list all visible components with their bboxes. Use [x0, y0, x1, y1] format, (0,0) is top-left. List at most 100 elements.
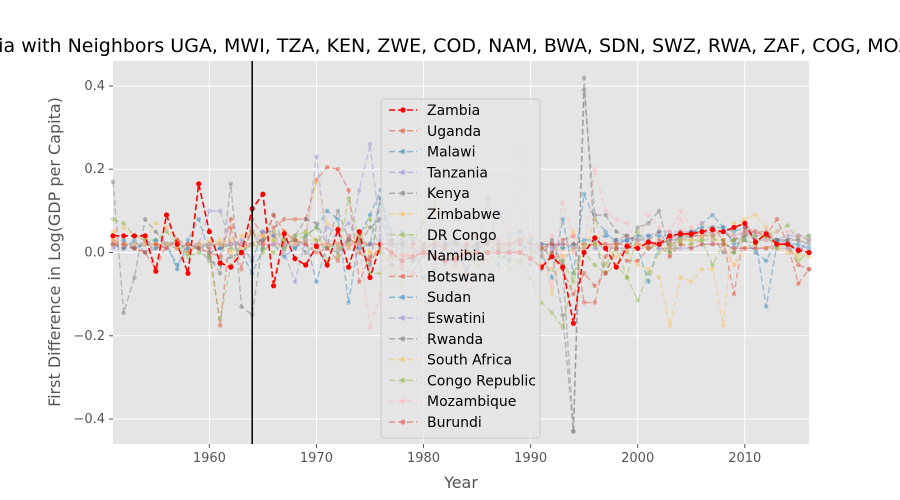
data-point — [581, 246, 587, 251]
data-point — [560, 246, 565, 251]
data-point — [656, 241, 662, 247]
data-point — [603, 271, 608, 276]
data-point — [196, 250, 201, 255]
data-point — [549, 241, 555, 247]
data-point — [742, 229, 748, 234]
data-point — [731, 221, 737, 226]
data-point — [731, 237, 737, 243]
legend-label: Botswana — [427, 269, 495, 285]
data-point — [185, 246, 191, 251]
data-point — [324, 241, 330, 247]
data-point — [314, 179, 319, 184]
data-point — [217, 316, 223, 322]
data-point — [753, 246, 758, 251]
data-point — [742, 220, 748, 226]
data-point — [753, 229, 758, 234]
data-point — [303, 229, 309, 234]
data-point — [121, 237, 126, 243]
x-tick-label: 1980 — [407, 451, 440, 466]
data-point — [656, 225, 662, 230]
data-point — [753, 250, 758, 255]
data-point — [153, 246, 159, 251]
data-point — [581, 75, 587, 80]
data-point — [560, 312, 565, 318]
data-point — [549, 254, 555, 260]
data-point — [196, 241, 201, 247]
legend-label: Burundi — [427, 415, 482, 431]
series-line — [113, 217, 810, 267]
data-point — [335, 246, 341, 251]
data-point — [335, 258, 341, 264]
data-point — [217, 260, 223, 266]
data-point — [678, 237, 683, 243]
data-point — [196, 246, 201, 251]
data-point — [207, 241, 212, 247]
data-point — [603, 271, 608, 276]
data-point — [271, 241, 276, 247]
data-point — [185, 250, 191, 255]
data-point — [110, 241, 116, 247]
data-point — [678, 237, 683, 243]
data-point — [774, 246, 780, 251]
legend-label: Congo Republic — [427, 373, 536, 389]
data-point — [303, 237, 309, 243]
data-point — [260, 241, 266, 247]
data-point — [217, 323, 223, 328]
data-point — [678, 241, 683, 247]
data-point — [239, 233, 244, 239]
data-point — [185, 246, 191, 251]
data-point — [324, 241, 330, 247]
data-point — [239, 246, 244, 251]
data-point — [196, 216, 201, 222]
data-point — [571, 233, 576, 239]
data-point — [624, 258, 630, 264]
data-point — [603, 208, 608, 214]
data-point — [710, 227, 716, 233]
data-point — [678, 275, 683, 280]
legend-swatch-marker — [400, 398, 406, 404]
data-point — [806, 266, 812, 272]
data-point — [292, 241, 298, 247]
data-point — [763, 225, 769, 230]
data-point — [142, 241, 148, 247]
data-point — [667, 250, 673, 255]
data-point — [357, 250, 362, 255]
data-point — [667, 246, 673, 251]
data-point — [282, 237, 287, 243]
legend-label: Malawi — [427, 145, 475, 161]
data-point — [710, 233, 715, 239]
legend-item: Rwanda — [389, 332, 483, 348]
data-point — [560, 254, 565, 259]
data-point — [603, 262, 608, 268]
data-point — [603, 245, 609, 251]
data-point — [614, 216, 619, 222]
data-point — [699, 221, 705, 226]
legend-label: Rwanda — [427, 332, 483, 348]
data-point — [624, 250, 630, 255]
data-point — [742, 237, 748, 243]
x-tick-label: 2010 — [728, 451, 761, 466]
data-point — [121, 241, 126, 247]
data-point — [667, 229, 673, 234]
data-point — [721, 225, 726, 230]
data-point — [635, 241, 640, 247]
data-point — [560, 216, 565, 222]
data-point — [303, 237, 309, 243]
x-tick-label: 1960 — [193, 451, 226, 466]
data-point — [314, 237, 319, 243]
data-point — [217, 241, 223, 247]
data-point — [635, 241, 640, 247]
data-point — [614, 246, 619, 251]
data-point — [217, 241, 223, 247]
data-point — [335, 241, 341, 247]
data-point — [678, 208, 683, 214]
data-point — [207, 241, 212, 247]
data-point — [646, 221, 651, 226]
series-line — [113, 144, 810, 328]
data-point — [581, 246, 587, 251]
data-point — [292, 233, 298, 239]
data-point — [271, 283, 277, 289]
data-point — [699, 221, 705, 226]
data-point — [721, 241, 726, 247]
